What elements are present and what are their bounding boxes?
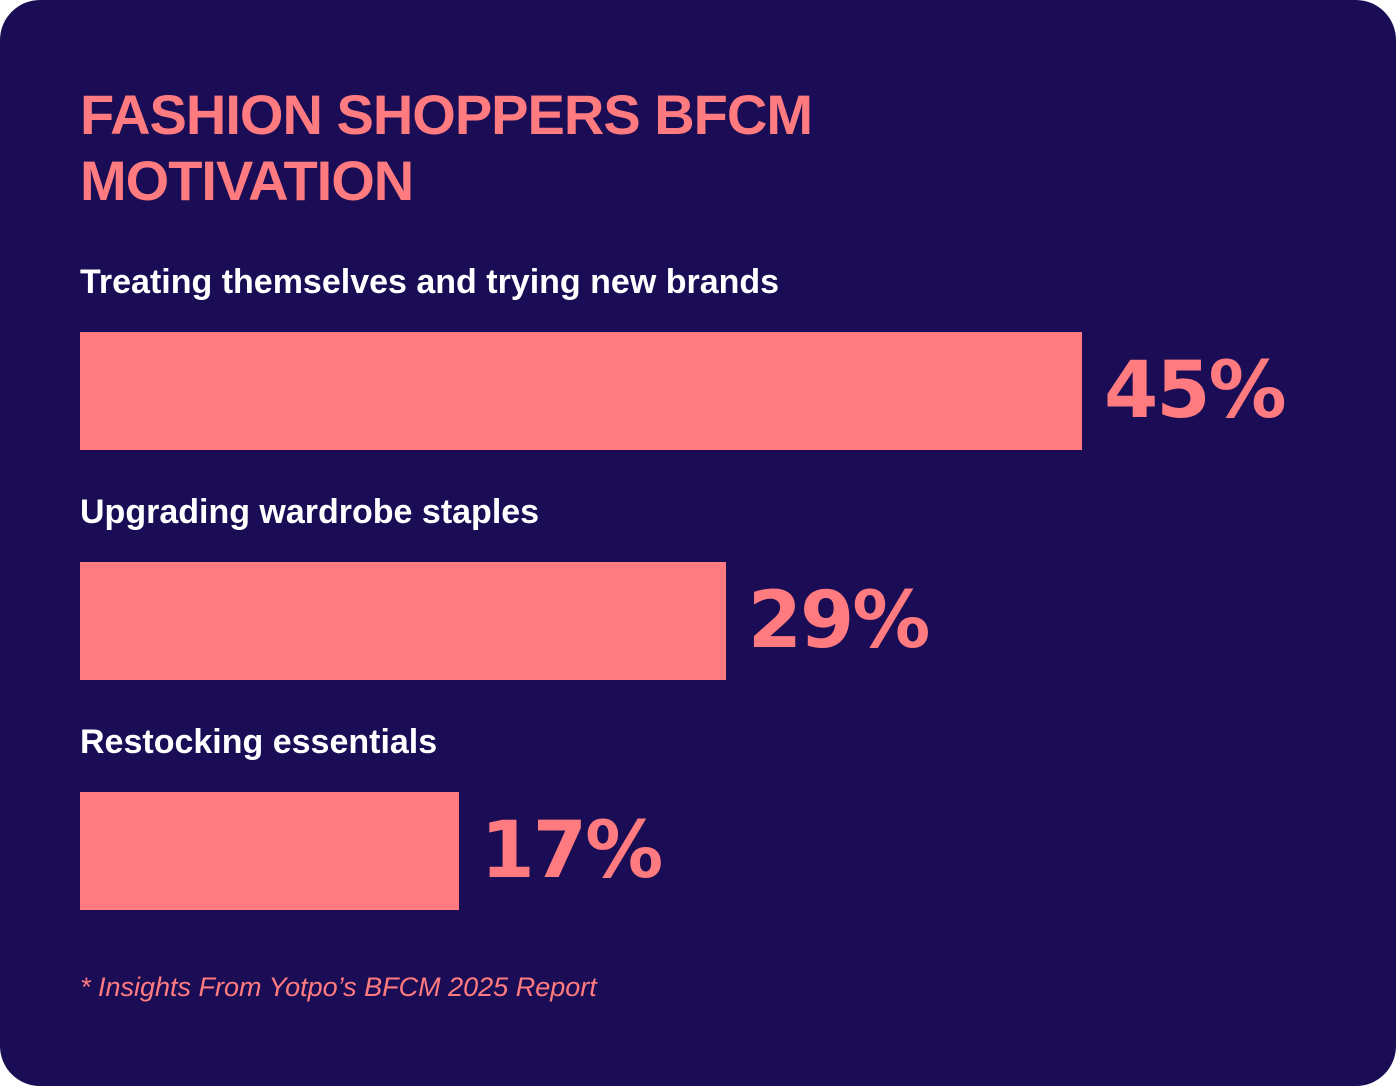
chart-title: FASHION SHOPPERS BFCM MOTIVATION: [80, 83, 813, 212]
value-label: 45%: [1104, 346, 1287, 436]
footnote: * Insights From Yotpo’s BFCM 2025 Report: [80, 972, 597, 1002]
value-label: 29%: [747, 576, 931, 666]
bar: [80, 562, 726, 680]
category-label: Upgrading wardrobe staples: [80, 493, 540, 531]
category-label: Restocking essentials: [80, 723, 438, 761]
value-label: 17%: [480, 806, 664, 896]
bar: [80, 792, 459, 910]
bar: [80, 332, 1082, 450]
category-label: Treating themselves and trying new brand…: [80, 263, 780, 301]
